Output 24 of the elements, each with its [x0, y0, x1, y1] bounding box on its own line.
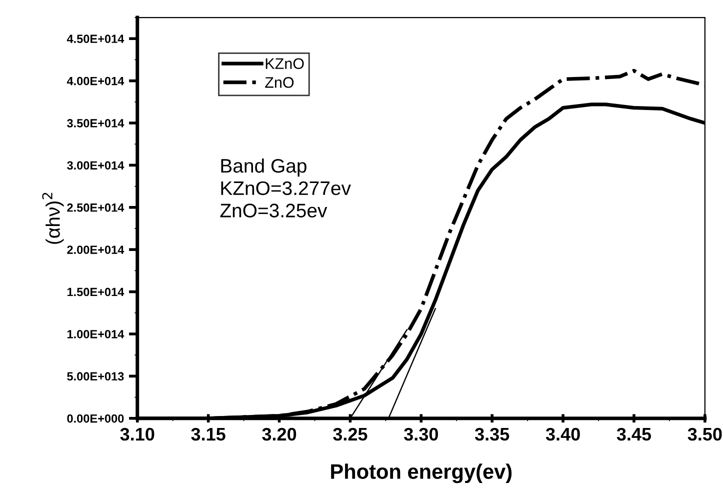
- x-tick-label: 3.35: [474, 428, 510, 441]
- y-tick-label: 3.50E+014: [67, 119, 124, 128]
- legend-label: KZnO: [266, 58, 304, 70]
- y-tick-label: 0.00E+000: [67, 414, 124, 423]
- y-tick-label: 3.00E+014: [67, 161, 124, 170]
- legend-label: ZnO: [265, 77, 294, 88]
- x-tick-label: 3.25: [333, 428, 368, 441]
- annotation: Band Gap KZnO=3.277ev ZnO=3.25ev: [220, 158, 351, 218]
- x-tick-label: 3.10: [120, 428, 154, 441]
- y-tick-label: 2.50E+014: [67, 203, 124, 212]
- y-tick-label: 2.00E+014: [67, 246, 124, 254]
- x-tick-label: 3.30: [404, 428, 438, 441]
- x-tick-label: 3.15: [191, 428, 226, 441]
- x-tick-label: 3.50: [688, 428, 722, 441]
- x-axis-title: Photon energy(ev): [331, 464, 512, 484]
- y-tick-label: 1.50E+014: [67, 288, 124, 296]
- y-tick-label: 1.00E+014: [67, 330, 124, 338]
- y-axis-title: (αhν)$^{2}$: [42, 192, 64, 244]
- x-tick-label: 3.40: [546, 428, 580, 441]
- y-tick-label: 4.00E+014: [66, 76, 124, 86]
- x-tick-label: 3.45: [616, 428, 652, 441]
- y-tick-label: 5.00E+013: [67, 372, 124, 381]
- y-tick-label: 4.50E+014: [66, 34, 124, 44]
- x-tick-label: 3.20: [262, 428, 296, 441]
